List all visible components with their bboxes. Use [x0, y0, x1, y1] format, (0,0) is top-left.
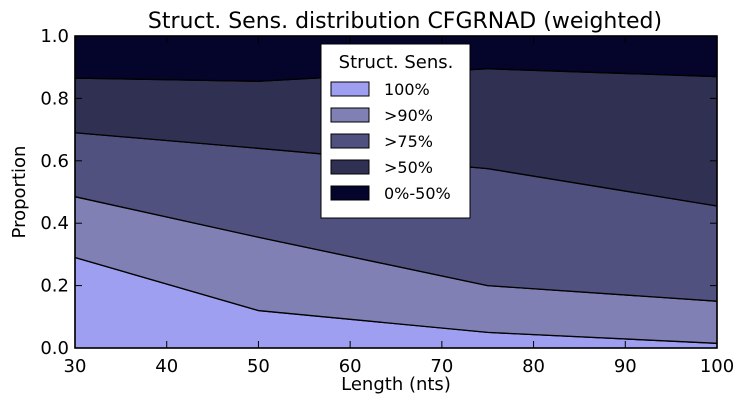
x-tick-label: 100: [700, 356, 734, 377]
legend-label: >75%: [384, 132, 433, 151]
x-tick-label: 90: [614, 356, 637, 377]
y-tick-label: 0.4: [40, 213, 69, 234]
legend-label: >50%: [384, 158, 433, 177]
y-tick-label: 0.2: [40, 276, 69, 297]
legend-label: >90%: [384, 106, 433, 125]
y-tick-label: 0.0: [40, 338, 69, 359]
legend-title: Struct. Sens.: [339, 52, 454, 73]
y-tick-label: 1.0: [40, 26, 69, 47]
x-tick-label: 40: [155, 356, 178, 377]
x-tick-label: 60: [339, 356, 362, 377]
chart-title: Struct. Sens. distribution CFGRNAD (weig…: [148, 9, 662, 34]
plot-frame: [74, 35, 718, 349]
legend-swatch: [330, 81, 370, 97]
x-tick-label: 70: [430, 356, 453, 377]
legend: Struct. Sens. 100% >90% >75% >50% 0%-50%: [320, 43, 471, 219]
y-tick-label: 0.6: [40, 151, 69, 172]
x-tick-label: 50: [247, 356, 270, 377]
legend-label: 100%: [384, 80, 430, 99]
legend-swatch: [330, 133, 370, 149]
legend-swatch: [330, 185, 370, 201]
legend-label: 0%-50%: [384, 184, 451, 203]
y-axis: 0.0 0.2 0.4 0.6 0.8 1.0: [40, 26, 717, 359]
y-axis-label: Proportion: [9, 146, 30, 239]
legend-swatch: [330, 159, 370, 175]
x-tick-label: 30: [64, 356, 87, 377]
legend-items: 100% >90% >75% >50% 0%-50%: [330, 80, 451, 203]
x-axis-label: Length (nts): [341, 374, 451, 395]
x-tick-label: 80: [522, 356, 545, 377]
y-tick-label: 0.8: [40, 88, 69, 109]
legend-swatch: [330, 107, 370, 123]
x-axis: 30 40 50 60 70 80 90 100: [64, 36, 734, 377]
